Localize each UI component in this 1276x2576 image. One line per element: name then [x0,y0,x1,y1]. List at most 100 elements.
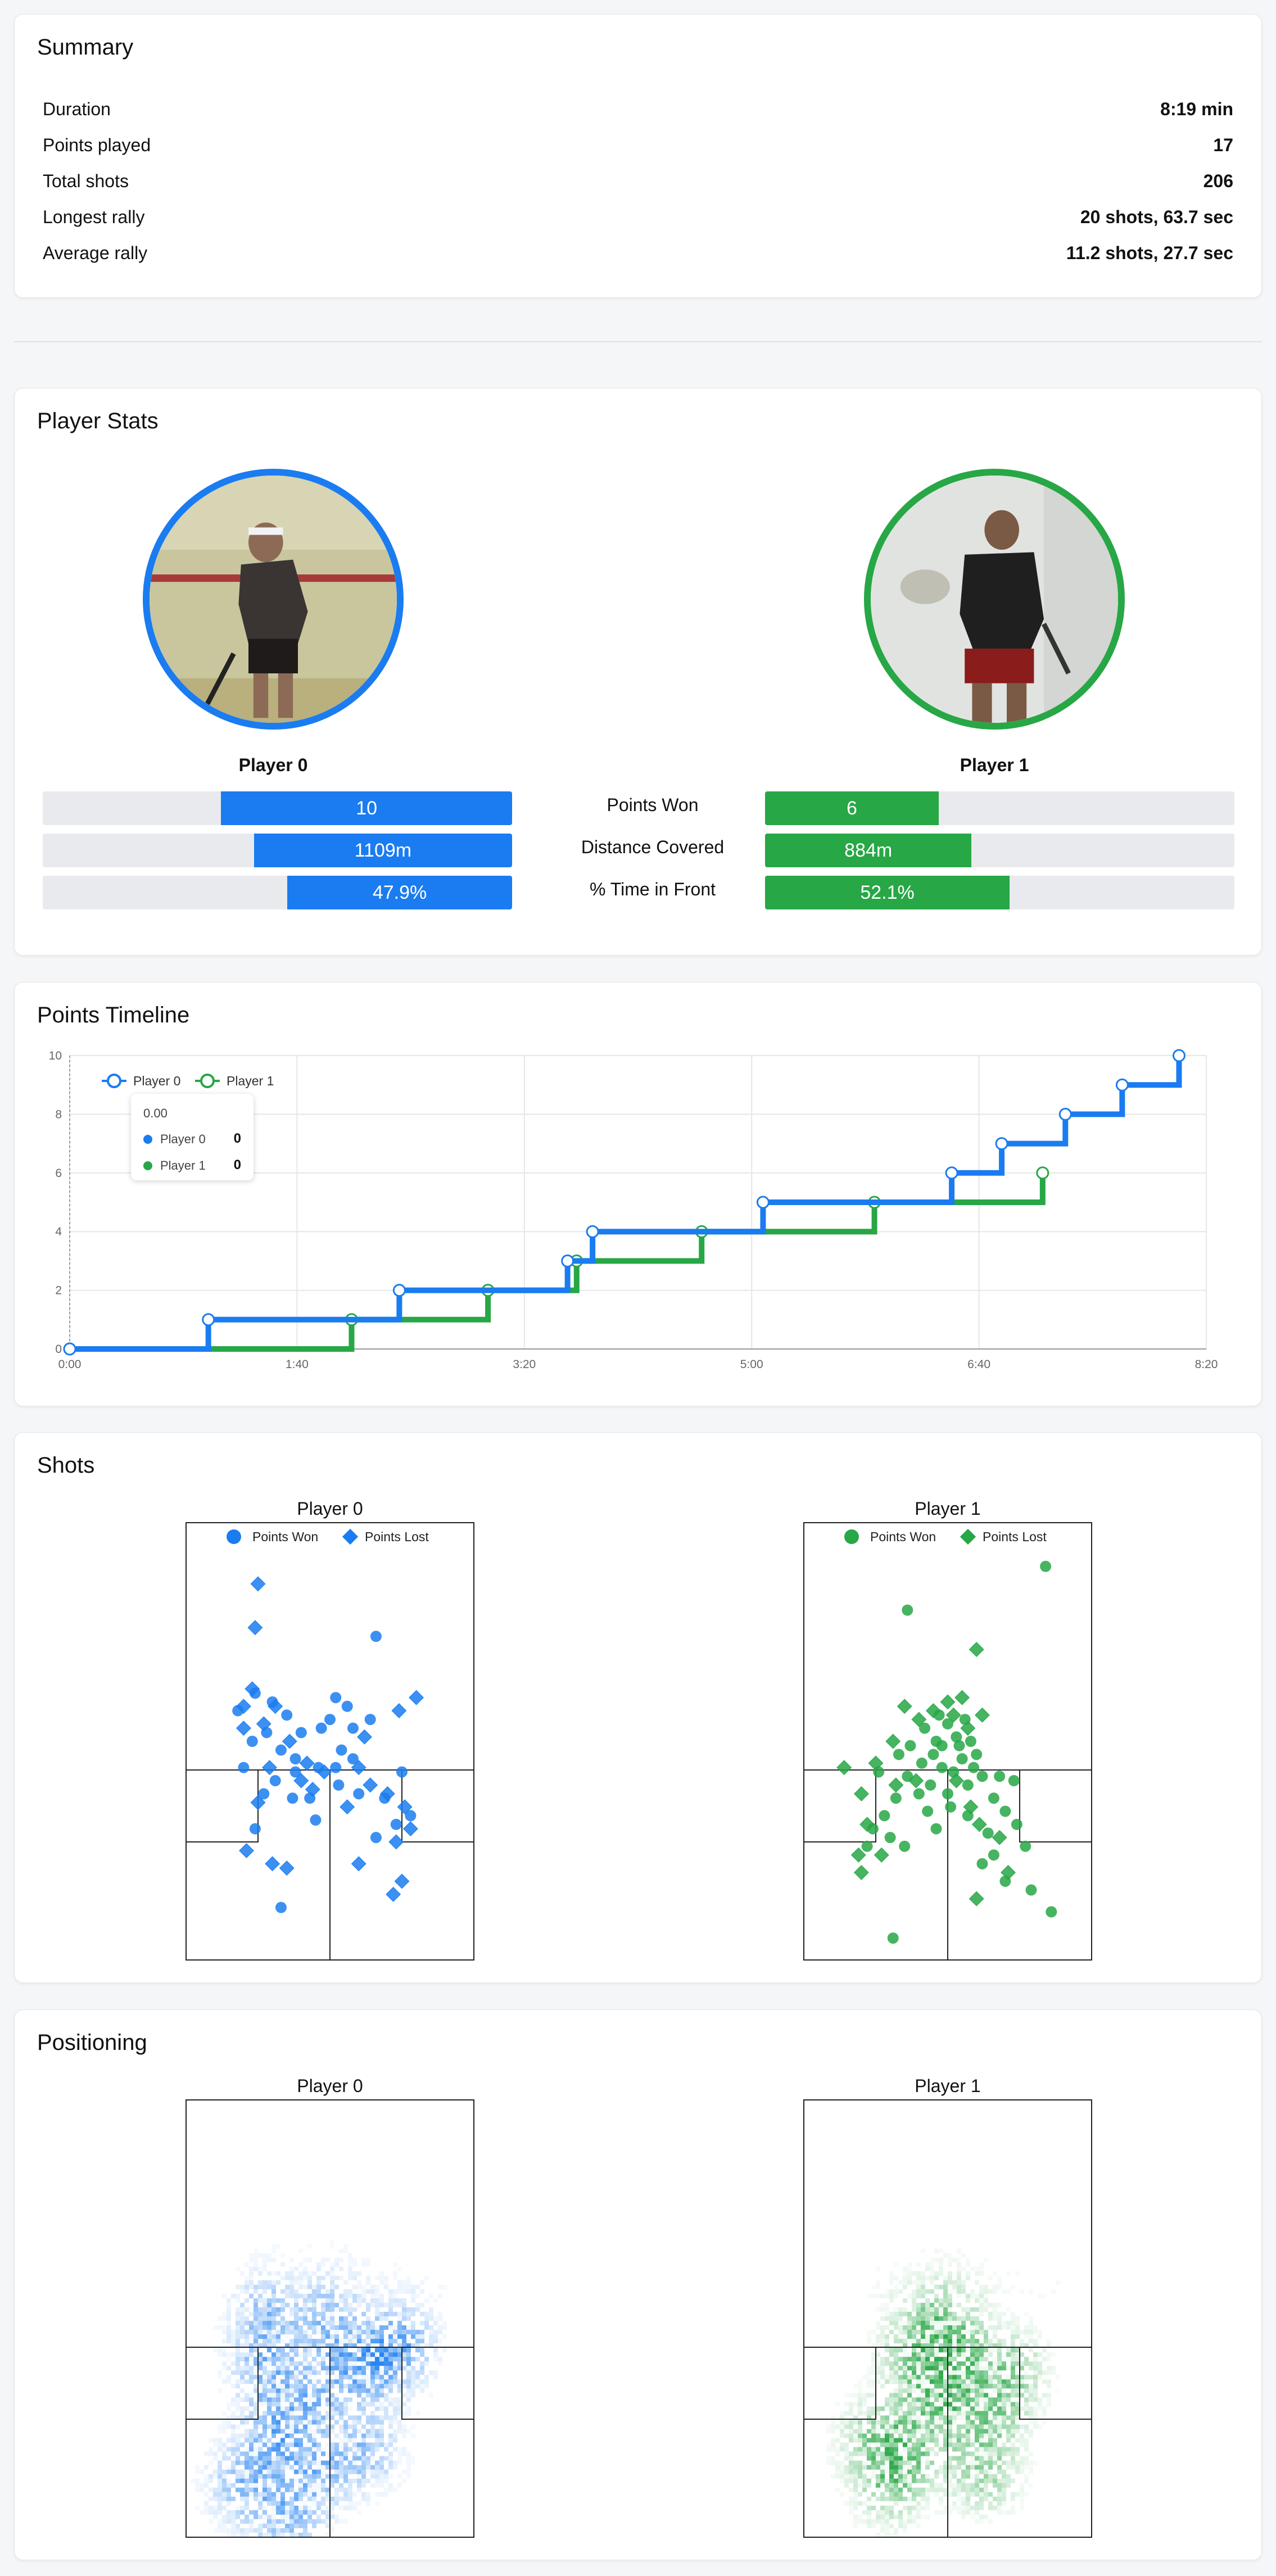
heatmap-cell [272,2357,276,2362]
heatmap-cell [957,2487,961,2492]
heatmap-cell [375,2420,379,2425]
heatmap-cell [406,2469,411,2474]
heatmap-cell [894,2289,898,2294]
heatmap-cell [930,2262,934,2267]
heatmap-cell [249,2397,254,2402]
heatmap-cell [1002,2420,1006,2425]
heatmap-cell [379,2478,384,2483]
heatmap-cell [249,2366,254,2371]
heatmap-cell [1006,2451,1011,2456]
heatmap-cell [334,2375,339,2380]
heatmap-cell [298,2271,303,2276]
heatmap-cell [334,2478,339,2483]
heatmap-cell [285,2293,289,2298]
heatmap-cell [858,2465,862,2470]
heatmap-cell [961,2316,966,2321]
heatmap-cell [925,2334,930,2339]
heatmap-cell [375,2397,379,2402]
heatmap-cell [366,2456,370,2461]
heatmap-cell [934,2271,939,2276]
heatmap-cell [411,2284,415,2289]
heatmap-cell [952,2469,957,2474]
heatmap-cell [393,2375,397,2380]
heatmap-cell [379,2280,384,2285]
heatmap-cell [352,2451,357,2456]
heatmap-cell [258,2311,263,2316]
heatmap-cell [853,2433,858,2438]
heatmap-cell [366,2384,370,2389]
heatmap-cell [957,2271,961,2276]
heatmap-cell [312,2325,316,2330]
heatmap-cell [988,2393,993,2398]
heatmap-cell [930,2483,934,2488]
heatmap-cell [245,2307,249,2312]
heatmap-cell [952,2429,957,2434]
heatmap-cell [352,2298,357,2303]
heatmap-cell [325,2334,330,2339]
heatmap-cell [943,2447,948,2452]
heatmap-cell [222,2424,227,2429]
heatmap-cell [925,2460,930,2465]
heatmap-cell [420,2321,424,2326]
heatmap-cell [957,2388,961,2393]
summary-row: Average rally 11.2 shots, 27.7 sec [43,236,1233,270]
heatmap-cell [272,2384,276,2389]
heatmap-cell [204,2483,209,2488]
heatmap-cell [993,2316,997,2321]
heatmap-cell [357,2402,361,2407]
heatmap-cell [835,2451,840,2456]
heatmap-cell [957,2438,961,2443]
heatmap-cell [339,2375,343,2380]
heatmap-cell [984,2429,988,2434]
heatmap-cell [316,2469,321,2474]
heatmap-cell [916,2302,921,2307]
heatmap-cell [334,2469,339,2474]
heatmap-cell [298,2456,303,2461]
heatmap-cell [934,2420,939,2425]
heatmap-cell [321,2415,325,2420]
heatmap-cell [979,2519,984,2524]
heatmap-cell [348,2262,352,2267]
heatmap-cell [236,2334,240,2339]
heatmap-cell [1020,2343,1024,2348]
heatmap-cell [343,2339,348,2344]
heatmap-cell [393,2352,397,2357]
heatmap-cell [939,2271,943,2276]
heatmap-cell [844,2447,849,2452]
heatmap-cell [930,2361,934,2366]
heatmap-cell [280,2501,285,2506]
heatmap-cell [393,2325,397,2330]
heatmap-cell [943,2361,948,2366]
heatmap-cell [348,2275,352,2280]
heatmap-cell [912,2420,916,2425]
heatmap-cell [272,2271,276,2276]
shot-point-lost [282,1733,297,1749]
heatmap-cell [249,2311,254,2316]
x-tick-label: 5:00 [740,1358,763,1371]
heatmap-cell [975,2266,979,2271]
heatmap-cell [245,2352,249,2357]
heatmap-cell [312,2496,316,2501]
heatmap-cell [880,2483,885,2488]
heatmap-cell [1011,2406,1015,2411]
x-tick-label: 1:40 [286,1358,309,1371]
heatmap-cell [267,2402,272,2407]
heatmap-cell [258,2492,263,2497]
heatmap-cell [397,2343,402,2348]
heatmap-cell [366,2469,370,2474]
heatmap-cell [236,2370,240,2375]
heatmap-cell [254,2478,258,2483]
heatmap-cell [862,2478,867,2483]
heatmap-cell [254,2514,258,2519]
heatmap-cell [921,2478,925,2483]
heatmap-cell [393,2366,397,2371]
heatmap-cell [898,2406,903,2411]
heatmap-cell [939,2302,943,2307]
heatmap-cell [254,2438,258,2443]
heatmap-cell [943,2343,948,2348]
heatmap-cell [276,2352,280,2357]
heatmap-cell [912,2456,916,2461]
heatmap-cell [997,2483,1002,2488]
heatmap-cell [357,2478,361,2483]
